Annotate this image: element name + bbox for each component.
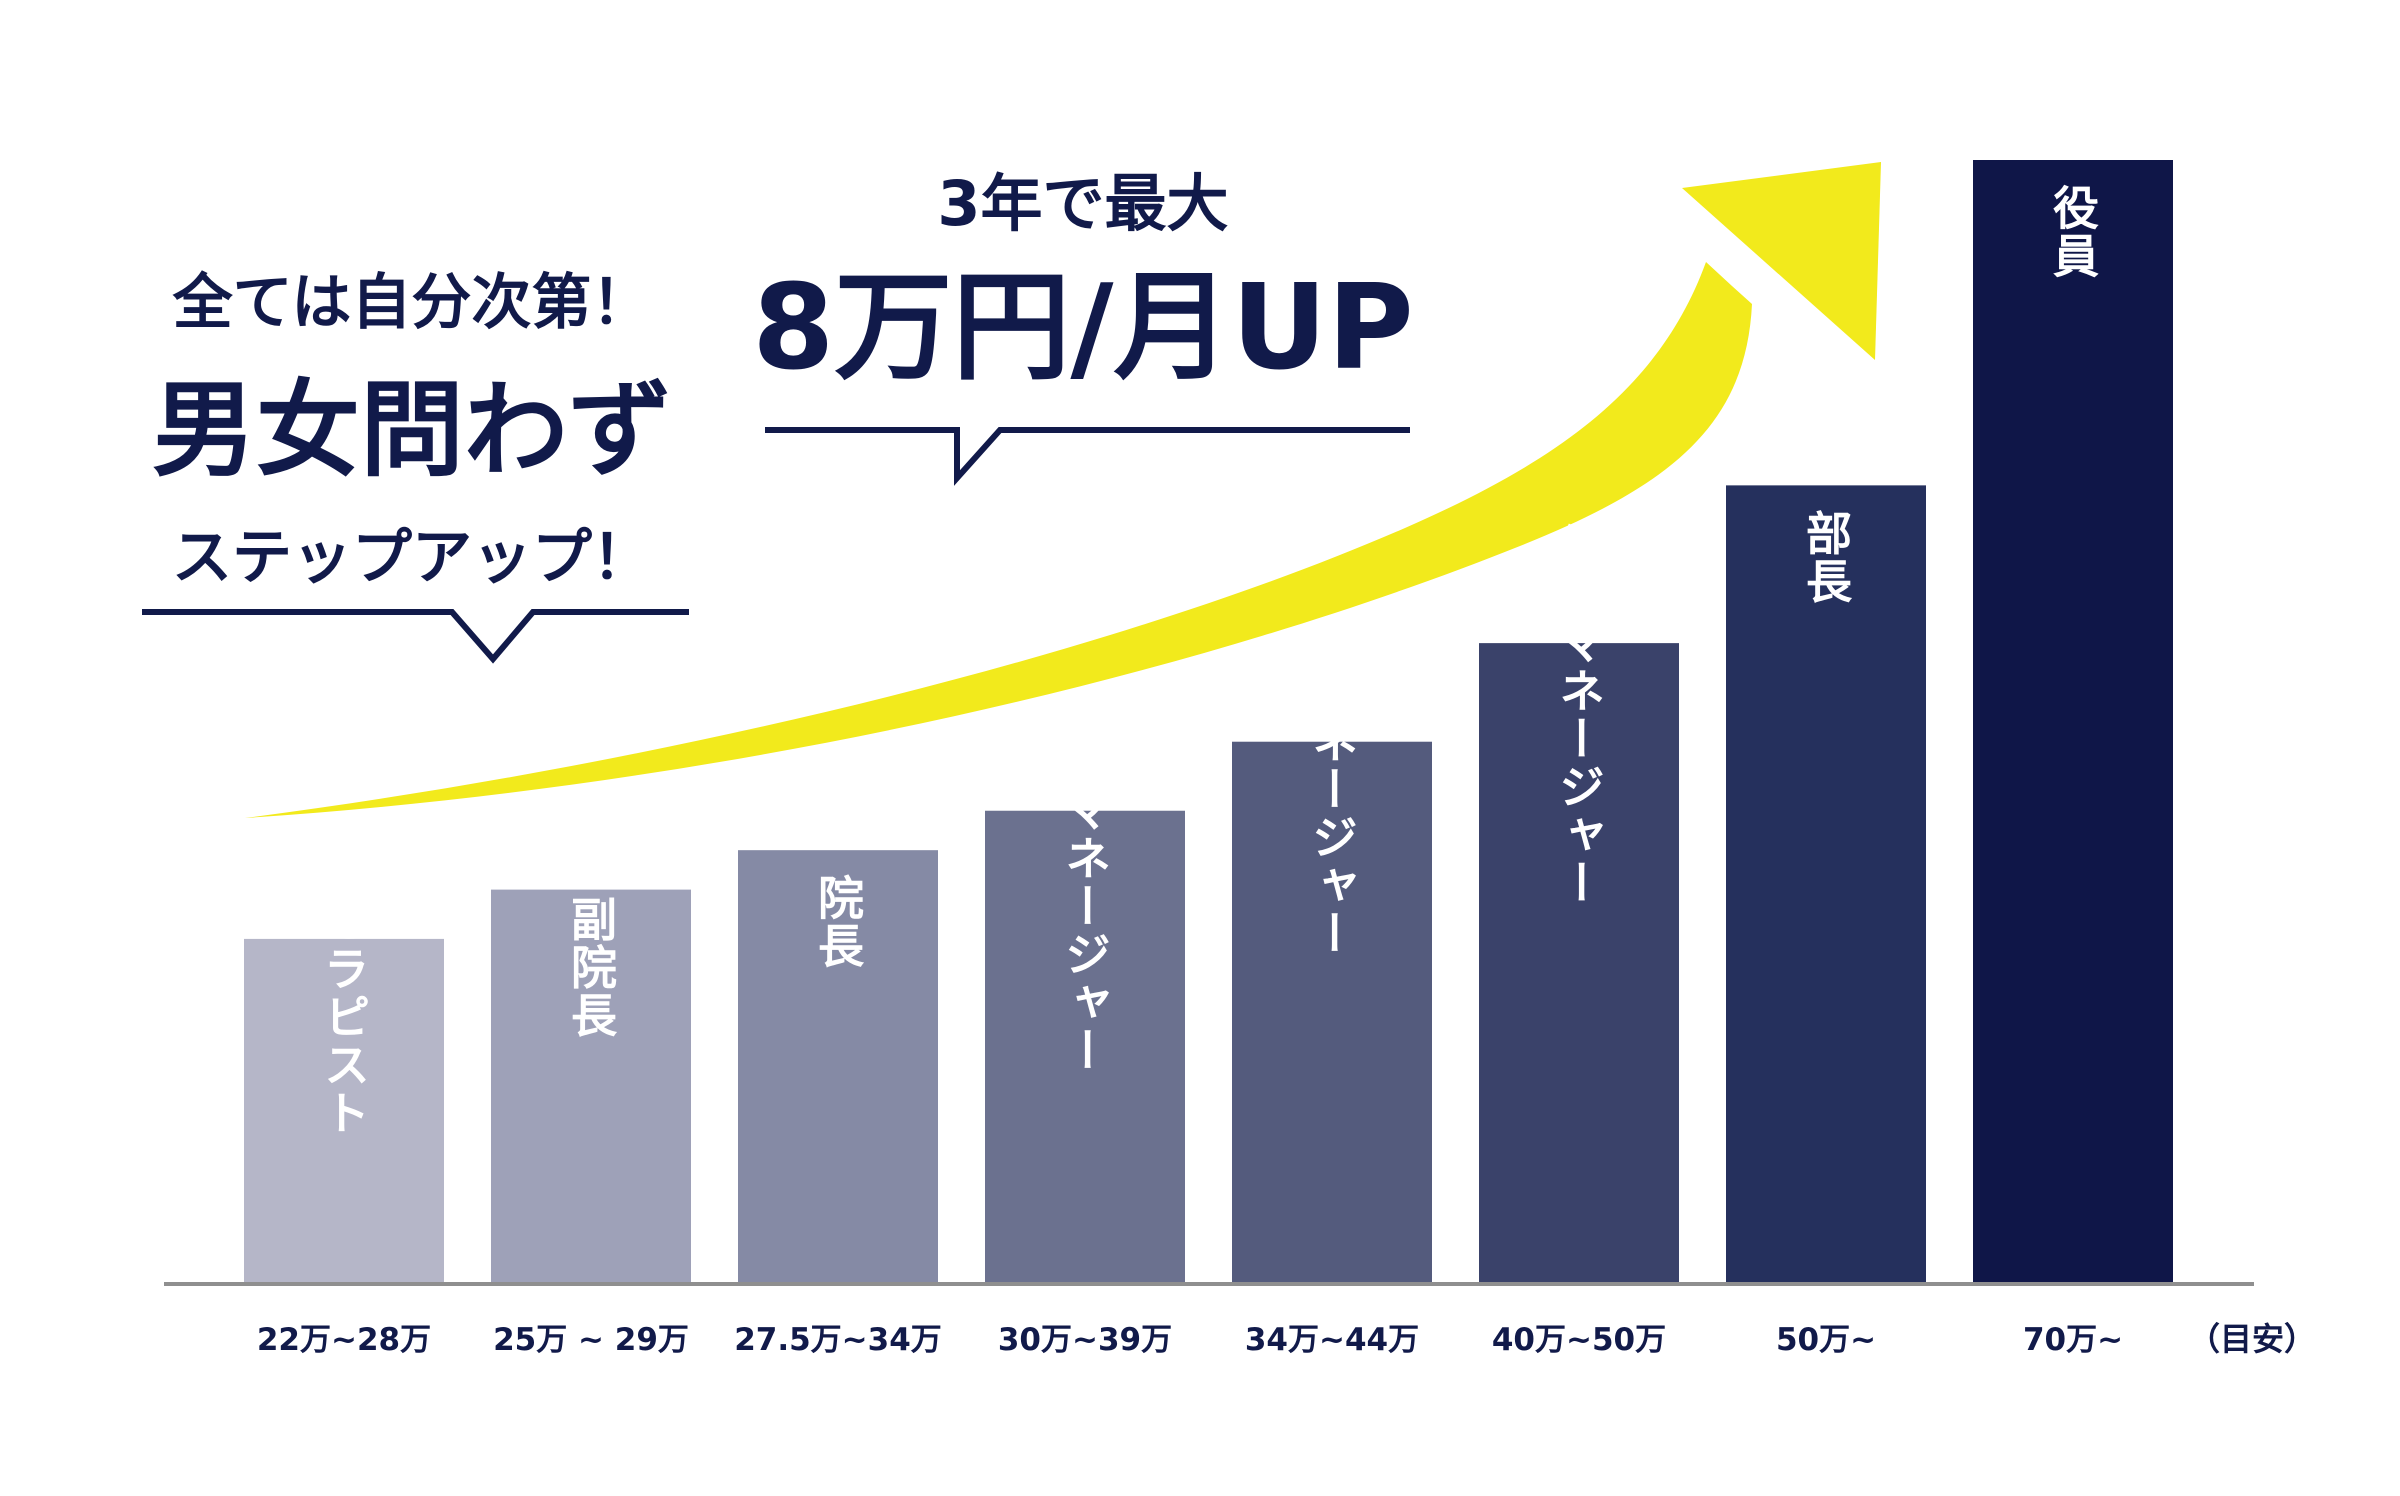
callout-right-line1: 3年で最大 <box>937 167 1228 240</box>
bar-label-5: マネージャー <box>1305 670 1359 958</box>
bar-8 <box>1973 160 2173 1284</box>
salary-labels: 22万~28万 25万 ~ 29万 27.5万~34万 30万~39万 34万~44万 4… <box>257 1322 2123 1358</box>
salary-label-1: 22万~28万 <box>257 1322 431 1358</box>
salary-label-7: 50万~ <box>1776 1322 1876 1358</box>
growth-arrow-body <box>245 262 1752 818</box>
bar-3 <box>738 850 938 1284</box>
callout-left-line2: 男女問わず <box>152 369 672 491</box>
estimate-note: （目安） <box>2188 1320 2316 1358</box>
callout-left-line1: 全ては自分次第！ <box>172 268 652 338</box>
bar-label-7: 部長 <box>1799 509 1853 605</box>
callout-right-line2: 8万円/月UP <box>752 258 1414 396</box>
salary-label-2: 25万 ~ 29万 <box>493 1322 689 1358</box>
bar-6 <box>1479 643 1679 1284</box>
bar-1 <box>244 938 444 1284</box>
bar-label-3: 院長 <box>811 874 865 970</box>
bar-label-8: 役員 <box>2046 184 2100 280</box>
salary-label-5: 34万~44万 <box>1245 1322 1419 1358</box>
callout-left-line3: ステップアップ！ <box>172 523 652 593</box>
bar-label-1: セラピスト <box>317 897 371 1137</box>
salary-label-3: 27.5万~34万 <box>734 1322 942 1358</box>
speech-tail-left <box>142 609 689 664</box>
bar-label-6: 統括マネージャー <box>1552 523 1606 907</box>
growth-arrow <box>245 162 1881 818</box>
bar-label-4: サブマネージャー <box>1058 691 1112 1075</box>
bar-5 <box>1232 741 1432 1284</box>
bar-2 <box>491 889 691 1284</box>
bar-7 <box>1726 485 1926 1284</box>
bar-label-2: 副院長 <box>564 896 618 1040</box>
salary-label-8: 70万~ <box>2023 1322 2123 1358</box>
growth-arrow-head <box>1682 162 1881 360</box>
speech-tail-right <box>765 427 1410 486</box>
callout-right: 3年で最大 8万円/月UP <box>752 167 1414 486</box>
bar-series <box>244 160 2173 1284</box>
bar-labels: セラピスト 副院長 院長 サブマネージャー マネージャー 統括マネージャー 部長 役員 <box>317 184 2100 1137</box>
callout-left: 全ては自分次第！ 男女問わず ステップアップ！ <box>142 268 689 664</box>
salary-label-6: 40万~50万 <box>1492 1322 1666 1358</box>
salary-label-4: 30万~39万 <box>998 1322 1172 1358</box>
bar-4 <box>985 810 1185 1284</box>
